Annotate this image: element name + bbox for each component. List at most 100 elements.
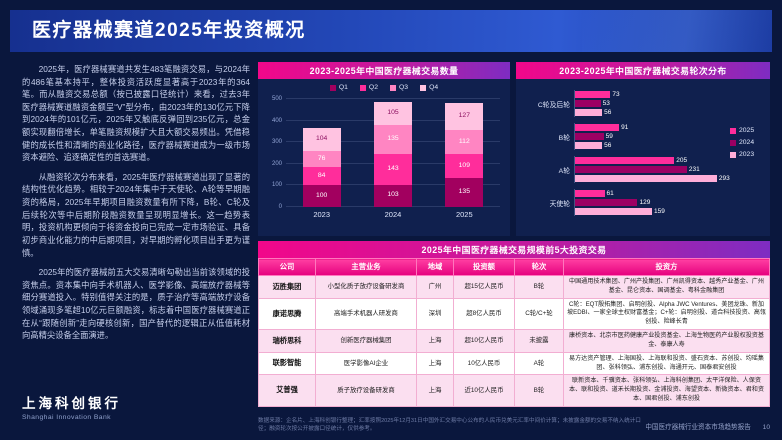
h-bar xyxy=(575,124,620,131)
bar-segment: 135 xyxy=(373,124,412,154)
table-cell: B轮 xyxy=(514,374,564,407)
table-cell: 广州 xyxy=(416,275,454,299)
table-cell: 创新医疗器械集团 xyxy=(315,329,417,353)
deal-count-chart-title: 2023-2025年中国医疗器械交易数量 xyxy=(258,62,510,79)
y-tick-label: 100 xyxy=(271,182,282,189)
legend-label: 2023 xyxy=(739,151,755,158)
table-cell: 10亿人民币 xyxy=(453,351,515,376)
legend-item: Q1 xyxy=(329,84,348,91)
bar-value-label: 105 xyxy=(387,109,399,116)
bar-line: 56 xyxy=(575,108,730,117)
category-label: C轮及后轮 xyxy=(537,101,570,109)
table-cell: 瑞桥思科 xyxy=(258,329,316,353)
table-cell: 深圳 xyxy=(416,297,454,331)
page-number: 10 xyxy=(762,424,770,431)
legend-label: Q1 xyxy=(338,84,348,91)
bar-line: 61 xyxy=(575,189,730,198)
column-header: 地域 xyxy=(416,258,454,276)
table-cell: 联影智能 xyxy=(258,351,316,376)
summary-paragraph-3: 2025年的医疗器械前五大交易清晰勾勒出当前该领域的投资焦点。资本集中向手术机器… xyxy=(22,267,250,341)
y-tick-label: 200 xyxy=(271,160,282,167)
bar-value-label: 56 xyxy=(604,109,612,116)
legend-label: 2024 xyxy=(739,139,755,146)
bar-line: 231 xyxy=(575,165,730,174)
bar-line: 159 xyxy=(575,207,730,216)
category-label: B轮 xyxy=(558,134,570,142)
legend-item: Q2 xyxy=(359,84,378,91)
bar-value-label: 143 xyxy=(387,164,399,172)
round-dist-rows: C轮及后轮 73 53 56 B轮 91 59 56 A轮 205 231 293 天使轮 61 129 15… xyxy=(522,87,730,219)
y-tick-label: 300 xyxy=(271,139,282,146)
column-header: 投资额 xyxy=(453,258,515,276)
table-cell: 康诺思腾 xyxy=(258,297,316,331)
bar-value-label: 104 xyxy=(315,135,328,143)
legend-swatch xyxy=(329,84,336,91)
deal-count-chart: 2023-2025年中国医疗器械交易数量 Q1 Q2 Q3 Q4 0 100 200 300… xyxy=(258,62,510,236)
bar-value-label: 59 xyxy=(605,133,613,140)
bar-line: 129 xyxy=(575,198,730,207)
y-tick-label: 400 xyxy=(271,117,282,124)
table-cell: 上海 xyxy=(416,329,454,353)
table-cell: 超10亿人民币 xyxy=(453,329,515,353)
legend-swatch xyxy=(730,127,736,134)
summary-paragraph-1: 2025年，医疗器械赛道共发生483笔融资交易，与2024年的486笔基本持平，… xyxy=(22,64,250,163)
bar-value-label: 159 xyxy=(654,208,665,215)
bar-line: 205 xyxy=(575,156,730,165)
bar-line: 59 xyxy=(575,132,730,141)
table-cell: 未披露 xyxy=(514,329,564,353)
table-cell: 易方达资产管理、上海国投、上海联和投资、盛石资本、苏创投、均瑶集团、张科领弘、浦… xyxy=(563,351,770,376)
bar-segment: 84 xyxy=(302,167,341,186)
table-cell: 康桥资本、北京市医药健康产业投资基金、上海生物医药产业股权投资基金、泰康人寿 xyxy=(563,329,770,353)
legend-swatch xyxy=(730,151,736,158)
bar-segment: 127 xyxy=(445,102,484,131)
bank-logo: 上海科创银行 Shanghai Innovation Bank xyxy=(22,392,121,421)
bars-area: 100 84 76 104 103 143 135 105 135 109 112 127 xyxy=(286,99,500,207)
deal-count-xlabels: 2023 2024 2025 xyxy=(286,210,500,219)
bar-segment: 76 xyxy=(302,150,341,168)
bar-segment: 135 xyxy=(445,177,484,207)
legend-swatch xyxy=(730,139,736,146)
deals-table-body: 迈胜集团 小型化质子放疗设备研发商 广州 超15亿人民币 B轮 中国通用技术集团、广州产投… xyxy=(258,275,770,407)
source-note: 数据来源：企名片、上海科创银行整理；汇率按照2025年12月31日中国外汇交易中… xyxy=(258,418,641,432)
bar-value-label: 91 xyxy=(621,124,629,131)
bar-value-label: 76 xyxy=(317,154,326,162)
round-dist-chart: 2023-2025年中国医疗器械交易轮次分布 C轮及后轮 73 53 56 B轮 91 59… xyxy=(516,62,770,236)
h-bar xyxy=(575,109,603,116)
top-deals-table: 公司 主营业务 地域 投资额 轮次 投资方 迈胜集团 小型化质子放疗设备研发商 广州 超15亿人… xyxy=(258,258,770,407)
bars-zone: 91 59 56 xyxy=(574,123,730,150)
bar-segment: 109 xyxy=(445,154,484,178)
h-bar xyxy=(575,157,675,164)
bar-value-label: 56 xyxy=(604,142,612,149)
bar-value-label: 112 xyxy=(458,137,470,145)
bar-value-label: 109 xyxy=(458,161,470,169)
bar-segment: 100 xyxy=(302,185,341,207)
h-bar xyxy=(575,175,717,182)
top-deals-table-title: 2025年中国医疗器械交易规模前5大投资交易 xyxy=(258,241,770,258)
bar-segment: 105 xyxy=(373,102,412,125)
summary-text-block: 2025年，医疗器械赛道共发生483笔融资交易，与2024年的486笔基本持平，… xyxy=(22,63,250,349)
bars-zone: 61 129 159 xyxy=(574,189,730,216)
h-bar xyxy=(575,208,653,215)
column-header: 主营业务 xyxy=(315,258,417,276)
bar-value-label: 293 xyxy=(718,175,730,182)
bar-value-label: 100 xyxy=(315,191,328,199)
bar-line: 293 xyxy=(575,174,730,183)
h-bar xyxy=(575,142,603,149)
table-cell: 近10亿人民币 xyxy=(453,374,515,407)
legend-item: 2023 xyxy=(730,151,766,158)
x-axis-label: 2025 xyxy=(455,210,473,219)
table-cell: A轮 xyxy=(514,351,564,376)
stacked-bar: 103 143 135 105 xyxy=(373,102,412,207)
h-bar xyxy=(575,91,611,98)
table-cell: B轮 xyxy=(514,275,564,299)
bank-logo-en: Shanghai Innovation Bank xyxy=(22,414,111,421)
legend-item: 2025 xyxy=(730,127,766,134)
bars-zone: 73 53 56 xyxy=(574,90,730,117)
bar-segment: 112 xyxy=(445,130,484,155)
bar-value-label: 103 xyxy=(387,191,399,199)
table-cell: 医学影像AI企业 xyxy=(315,351,417,376)
gridline xyxy=(286,98,500,99)
table-cell: 上海 xyxy=(416,351,454,376)
bar-value-label: 231 xyxy=(688,166,700,173)
round-dist-plot: C轮及后轮 73 53 56 B轮 91 59 56 A轮 205 231 293 天使轮 61 129 15… xyxy=(516,79,770,219)
